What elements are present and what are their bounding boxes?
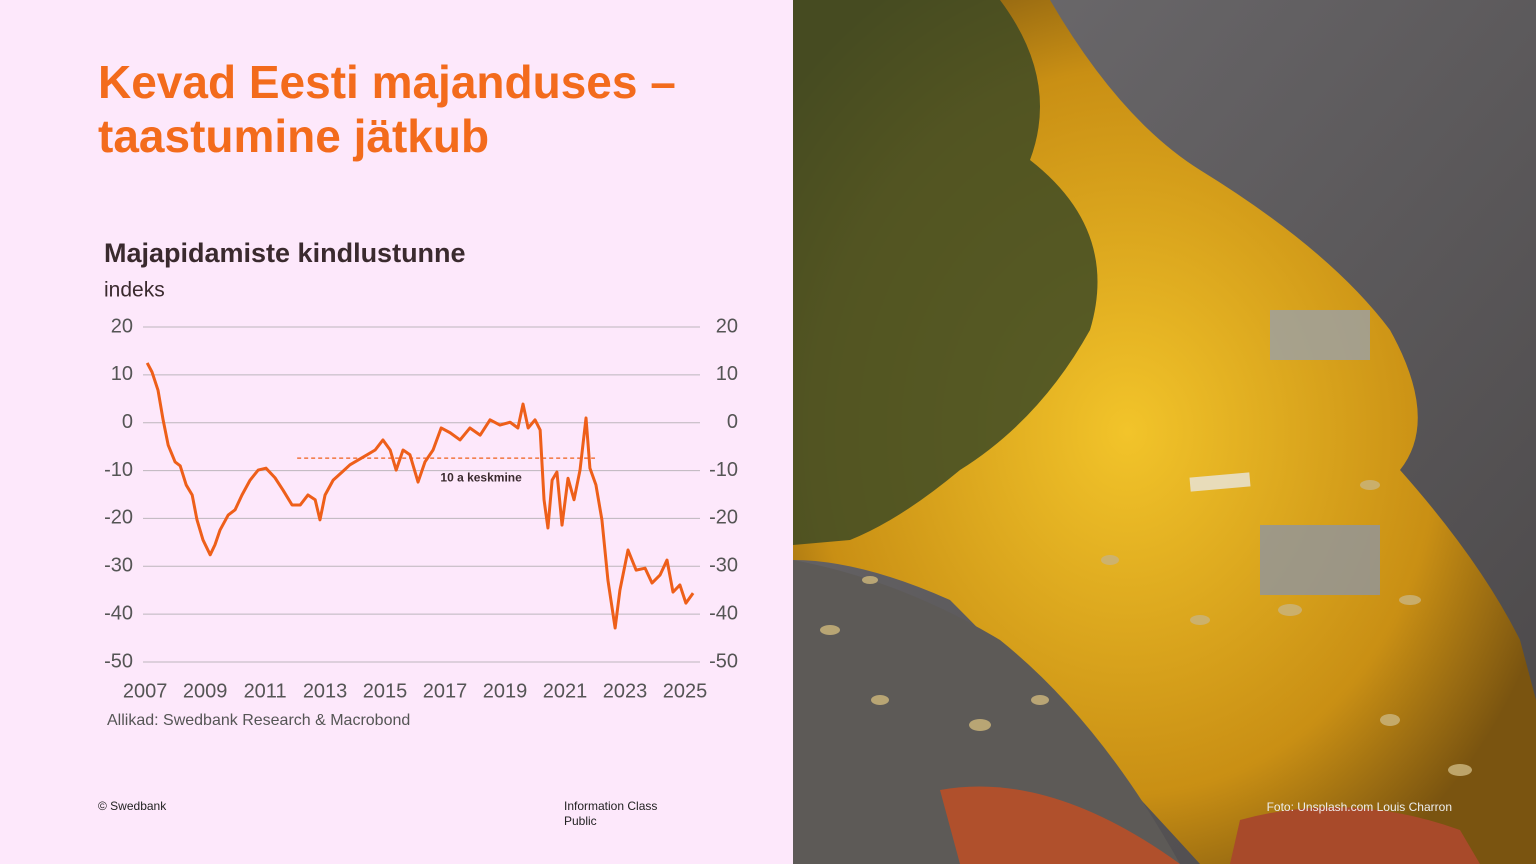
y-tick-label: -30 [104, 555, 133, 577]
y2-tick-label: -10 [709, 459, 738, 481]
window-reflection [1260, 525, 1380, 595]
source: Allikad: Swedbank Research & Macrobond [107, 712, 410, 729]
wet-asphalt [793, 560, 1180, 864]
roof-reflection [940, 786, 1180, 864]
y-tick-label: -50 [104, 650, 133, 672]
roof-reflection [1230, 807, 1480, 864]
chart-title: Majapidamiste kindlustunne [104, 238, 466, 268]
y-tick-label: 20 [111, 315, 133, 337]
y-tick-label: -20 [104, 507, 133, 529]
left-panel [0, 0, 793, 864]
plot: -50 -40 -30 -20 -10 0 10 20 -50 -40 -30 -20 -10 0 10 20… [104, 315, 738, 702]
y-tick-label: -40 [104, 602, 133, 624]
tree-reflection [793, 0, 1098, 545]
classification: Information Class [564, 799, 657, 813]
y2-tick-label: -50 [709, 650, 738, 672]
classification: Public [564, 814, 597, 828]
slide-title: Kevad Eesti majanduses – [98, 56, 676, 108]
data-line [145, 362, 695, 630]
x-tick-label: 2013 [303, 680, 348, 702]
y2-tick-label: -40 [709, 602, 738, 624]
x-tick-label: 2011 [244, 680, 287, 702]
x-tick-label: 2025 [663, 680, 708, 702]
y-tick-label: 0 [122, 411, 133, 433]
x-tick-label: 2019 [483, 680, 528, 702]
y2-tick-label: -20 [709, 507, 738, 529]
y-tick-label: 10 [111, 363, 133, 385]
x-tick-label: 2017 [423, 680, 468, 702]
y2-tick-label: 20 [716, 315, 738, 337]
reference-label: 10 a keskmine [440, 470, 522, 484]
y-tick-label: -10 [104, 459, 133, 481]
y2-tick-label: -30 [709, 555, 738, 577]
x-tick-label: 2015 [363, 680, 408, 702]
slide-title: taastumine jätkub [98, 110, 489, 162]
x-tick-label: 2007 [123, 680, 168, 702]
x-tick-label: 2009 [183, 680, 228, 702]
paper-debris [1189, 472, 1251, 492]
y2-tick-label: 0 [727, 411, 738, 433]
x-tick-label: 2023 [603, 680, 648, 702]
copyright: © Swedbank [98, 799, 167, 813]
y2-tick-label: 10 [716, 363, 738, 385]
x-tick-label: 2021 [543, 680, 588, 702]
photo-credit: Foto: Unsplash.com Louis Charron [1267, 800, 1452, 814]
photo [793, 0, 1536, 864]
window-reflection [1270, 310, 1370, 360]
chart-subtitle: indeks [104, 279, 165, 302]
leaves [820, 480, 1472, 776]
